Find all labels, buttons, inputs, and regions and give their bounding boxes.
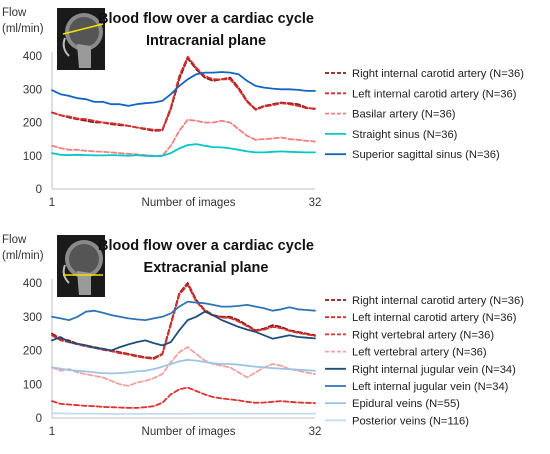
thumbnail-plane-line — [62, 23, 104, 35]
mri-thumbnail-icon — [57, 235, 105, 297]
series-line-4 — [51, 346, 316, 387]
chart-title: Blood flow over a cardiac cycle — [98, 238, 314, 254]
legend-label: Right internal jugular vein (N=34) — [352, 364, 516, 376]
chart-panel-1: Blood flow over a cardiac cycle Intracran… — [2, 7, 524, 209]
y-axis-label: Flow — [2, 7, 27, 19]
y-tick-label: 200 — [23, 118, 42, 130]
x-tick-label: 1 — [49, 197, 55, 209]
thumbnail-face — [62, 37, 70, 57]
y-axis-label: (ml/min) — [2, 23, 44, 35]
mri-thumbnail-icon — [57, 8, 105, 70]
legend-label: Epidural veins (N=55) — [352, 398, 460, 410]
y-tick-label: 300 — [23, 312, 42, 324]
series-line-4 — [51, 143, 316, 158]
y-axis-label: (ml/min) — [2, 250, 44, 262]
series-line-1 — [51, 57, 316, 132]
legend-label: Left internal carotid artery (N=36) — [352, 312, 517, 324]
series-line-3 — [51, 118, 316, 157]
y-axis-label: Flow — [2, 234, 27, 246]
thumbnail-neck — [77, 44, 91, 68]
legend-label: Posterior veins (N=116) — [352, 415, 469, 427]
series-line-2 — [51, 55, 316, 131]
y-tick-label: 0 — [36, 184, 42, 196]
x-tick-label: 32 — [309, 197, 322, 209]
y-tick-label: 300 — [23, 84, 42, 96]
y-tick-label: 400 — [23, 278, 42, 290]
y-tick-label: 100 — [23, 379, 42, 391]
y-tick-label: 400 — [23, 51, 42, 63]
series-line-6 — [51, 300, 316, 322]
series-line-5 — [51, 71, 316, 107]
y-tick-label: 0 — [36, 413, 42, 425]
legend-label: Left internal carotid artery (N=36) — [352, 88, 517, 100]
chart-subtitle: Extracranial plane — [144, 260, 269, 276]
chart-panel-2: Blood flow over a cardiac cycle Extracran… — [2, 234, 524, 438]
series-line-3 — [51, 386, 316, 409]
series-line-5 — [51, 310, 316, 352]
thumbnail-brain — [69, 17, 99, 47]
legend-label: Basilar artery (N=36) — [352, 109, 456, 121]
y-tick-label: 100 — [23, 151, 42, 163]
chart-title: Blood flow over a cardiac cycle — [98, 11, 314, 27]
legend-label: Superior sagittal sinus (N=36) — [352, 149, 500, 161]
x-tick-label: 1 — [49, 426, 55, 438]
x-axis-label: Number of images — [142, 426, 236, 438]
chart-subtitle: Intracranial plane — [146, 33, 266, 49]
y-tick-label: 200 — [23, 346, 42, 358]
thumbnail-brain — [69, 244, 99, 274]
x-tick-label: 32 — [309, 426, 322, 438]
thumbnail-neck — [77, 271, 91, 295]
legend-label: Straight sinus (N=36) — [352, 129, 458, 141]
legend-label: Right internal carotid artery (N=36) — [352, 68, 524, 80]
x-axis-label: Number of images — [142, 197, 236, 209]
legend-label: Right vertebral artery (N=36) — [352, 329, 494, 341]
legend-label: Left vertebral artery (N=36) — [352, 347, 487, 359]
series-line-8 — [51, 412, 316, 415]
series-line-7 — [51, 358, 316, 375]
legend-label: Left internal jugular vein (N=34) — [352, 381, 509, 393]
legend-label: Right internal carotid artery (N=36) — [352, 295, 524, 307]
